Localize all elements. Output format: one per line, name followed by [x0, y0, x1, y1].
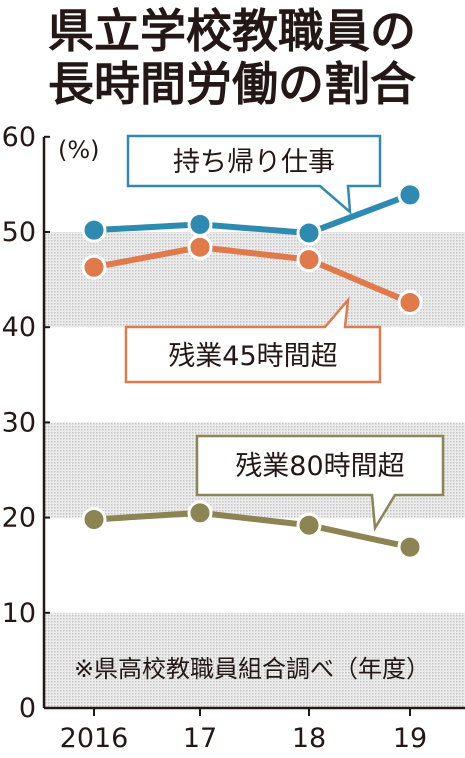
shaded-band	[44, 612, 465, 708]
legend-label-overtime-80: 残業80時間超	[235, 451, 404, 482]
series-line	[93, 244, 412, 306]
y-tick-label: 40	[2, 312, 36, 343]
series-line	[93, 509, 411, 551]
y-tick-label: 30	[2, 407, 36, 438]
y-tick-label: 10	[2, 598, 36, 629]
y-tick-label: 0	[19, 693, 36, 724]
x-tick-labels: 2016 17 18 19	[60, 708, 427, 754]
series-line	[93, 192, 412, 236]
x-tick-label: 2016	[60, 723, 129, 754]
legend-label-carry-home: 持ち帰り仕事	[173, 147, 335, 178]
data-point	[81, 254, 107, 280]
data-point	[296, 220, 322, 246]
source-note: ※県高校教職員組合調べ（年度）	[74, 655, 430, 683]
x-tick-label: 18	[292, 723, 326, 754]
y-tick-labels: 60 50 40 30 20 10 0	[2, 122, 50, 724]
legend-label-overtime-45: 残業45時間超	[168, 341, 337, 372]
callout-box-overtime-80	[195, 434, 445, 532]
callout-box-overtime-45	[124, 296, 382, 384]
shaded-band	[44, 232, 465, 328]
data-point	[187, 234, 213, 260]
data-point	[187, 211, 213, 237]
data-point	[296, 512, 322, 538]
data-point	[397, 182, 423, 208]
callout-box-carry-home	[126, 134, 382, 215]
series-group	[81, 182, 423, 560]
data-point	[397, 289, 423, 315]
y-tick-label: 20	[2, 503, 36, 534]
data-point	[296, 247, 322, 273]
x-tick-label: 19	[393, 723, 427, 754]
title-line-2: 長時間労働の割合	[48, 57, 416, 111]
x-tick-label: 17	[183, 723, 217, 754]
unit-label: (%)	[58, 136, 100, 164]
y-tick-label: 60	[2, 122, 36, 153]
data-point	[187, 500, 213, 526]
data-point	[81, 507, 107, 533]
y-tick-label: 50	[2, 217, 36, 248]
title-line-1: 県立学校教職員の	[48, 4, 416, 58]
data-point	[81, 217, 107, 243]
data-point	[397, 534, 423, 560]
